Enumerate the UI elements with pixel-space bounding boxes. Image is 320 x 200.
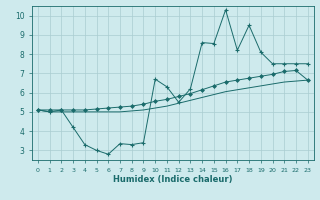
X-axis label: Humidex (Indice chaleur): Humidex (Indice chaleur) xyxy=(113,175,233,184)
